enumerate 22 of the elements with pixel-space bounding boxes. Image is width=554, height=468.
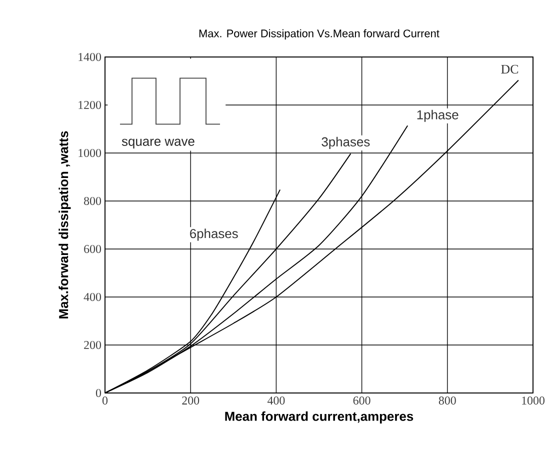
y-tick-label: 1200 <box>78 100 102 110</box>
x-tick-label: 800 <box>438 396 456 405</box>
y-tick-label: 800 <box>84 196 102 206</box>
x-tick-label: 600 <box>353 396 370 405</box>
chart-title: Max. Power Dissipation Vs.Mean forward Current <box>199 29 440 40</box>
x-tick-label: 200 <box>182 396 200 405</box>
y-tick-label: 400 <box>84 292 102 302</box>
annotation: square wave <box>122 138 194 148</box>
y-tick-label: 200 <box>84 340 102 350</box>
x-axis-title: Mean forward current,amperes <box>225 411 414 424</box>
y-tick-label: 1000 <box>78 148 102 158</box>
series-label: 6phases <box>190 228 238 241</box>
x-tick-label: 1000 <box>522 396 544 405</box>
y-tick-label: 0 <box>96 388 102 398</box>
series-label: DC <box>501 64 518 74</box>
x-tick-label: 400 <box>267 396 285 405</box>
series-label: 1phase <box>417 110 458 122</box>
y-tick-label: 1400 <box>78 52 102 62</box>
series-label: 3phases <box>322 136 370 150</box>
x-tick-label: 0 <box>102 396 108 405</box>
y-tick-label: 600 <box>84 244 102 254</box>
y-axis-title: Max.forward dissipation ,watts <box>58 131 71 318</box>
